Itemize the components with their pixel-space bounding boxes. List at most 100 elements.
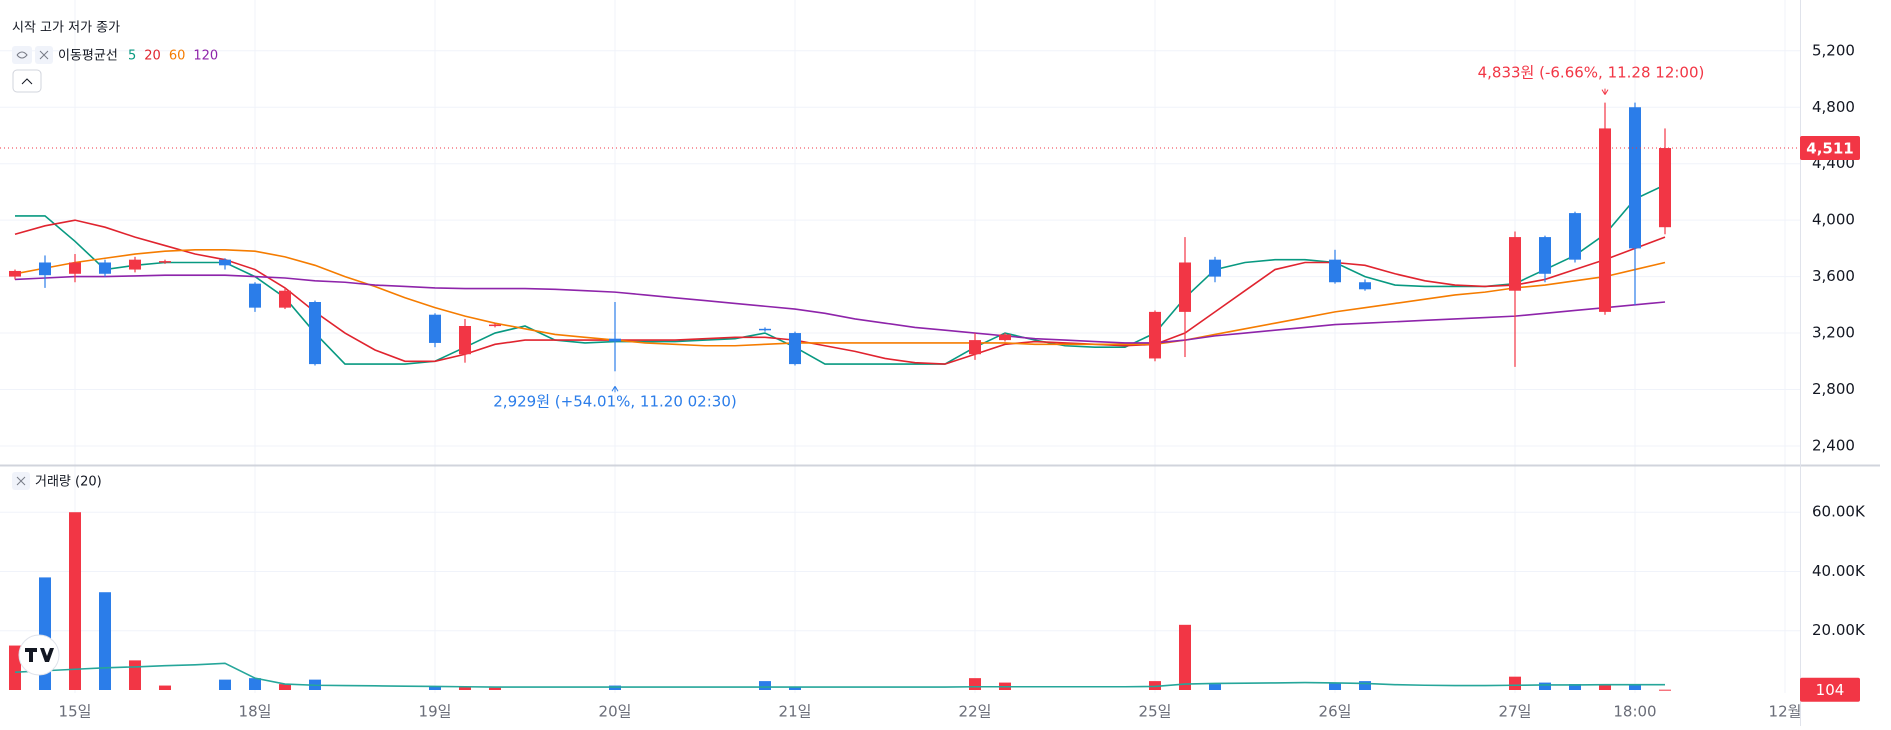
logo-mark — [25, 648, 54, 662]
eye-icon — [16, 51, 28, 59]
candle-body — [39, 262, 51, 276]
volume-bar — [279, 684, 291, 690]
volume-title: 거래량 (20) — [35, 475, 102, 490]
volume-bar — [759, 681, 771, 690]
volume-label: 104 — [1816, 681, 1845, 699]
ma-line — [14, 274, 1666, 344]
candle-body — [999, 334, 1011, 341]
y-tick-label: 4,000 — [1812, 211, 1855, 229]
volume-bar — [1629, 684, 1641, 690]
y-tick-label: 2,800 — [1812, 380, 1855, 398]
legend-entry: 20 — [144, 49, 161, 64]
x-tick-label: 26일 — [1319, 703, 1352, 721]
candle-body — [99, 262, 111, 274]
candle-body — [69, 262, 81, 274]
volume-bar — [1659, 689, 1671, 691]
volume-ma-line — [14, 662, 1665, 688]
collapse-button[interactable] — [12, 69, 42, 93]
candle-body — [219, 259, 231, 266]
candle-body — [1599, 128, 1611, 312]
candle-body — [759, 328, 771, 331]
x-tick-label: 15일 — [59, 703, 92, 721]
volume-bar — [789, 687, 801, 690]
volume-bar — [9, 645, 21, 690]
volume-bar — [1359, 681, 1371, 690]
legend-entry: 5 — [128, 49, 136, 64]
annotation-arrow — [1601, 88, 1609, 95]
candle-body — [1209, 259, 1221, 277]
volume-bar — [1149, 681, 1161, 690]
y-tick-label: 3,600 — [1812, 267, 1855, 285]
volume-bar — [129, 660, 141, 690]
collapse-icon — [21, 78, 33, 85]
candle-body — [459, 325, 471, 355]
candle-body — [1179, 262, 1191, 312]
volume-bar — [429, 686, 441, 690]
indicator-name: 이동평균선 — [58, 49, 118, 64]
legend-title: 시작 고가 저가 종가 — [12, 21, 120, 36]
x-tick-label: 25일 — [1139, 703, 1172, 721]
y-tick-label: 40.00K — [1812, 562, 1866, 580]
candle-body — [279, 290, 291, 308]
close-icon — [16, 476, 26, 486]
volume-bar — [1329, 682, 1341, 690]
y-tick-label: 2,400 — [1812, 436, 1855, 454]
candle-body — [309, 302, 321, 365]
volume-bar — [969, 678, 981, 690]
volume-bar — [219, 679, 231, 690]
candle-body — [609, 338, 621, 342]
volume-bar — [1599, 684, 1611, 690]
candle-body — [489, 324, 501, 327]
y-tick-label: 60.00K — [1812, 503, 1866, 521]
candle-body — [1509, 237, 1521, 291]
candle-body — [1539, 237, 1551, 274]
y-tick-label: 3,200 — [1812, 324, 1855, 342]
y-tick-label: 20.00K — [1812, 621, 1866, 639]
last-price-label: 4,511 — [1806, 140, 1853, 158]
candle-body — [969, 340, 981, 355]
candle-body — [9, 270, 21, 277]
x-tick-label: 18:00 — [1613, 703, 1656, 721]
y-tick-label: 5,200 — [1812, 41, 1855, 59]
x-tick-label: 12월 — [1769, 703, 1802, 721]
candle-body — [789, 333, 801, 365]
close-icon — [39, 50, 49, 60]
hide-button[interactable] — [12, 46, 32, 64]
y-tick-label: 4,800 — [1812, 98, 1855, 116]
volume-bar — [459, 687, 471, 690]
volume-bar — [1569, 684, 1581, 690]
x-tick-label: 21일 — [779, 703, 812, 721]
candle-body — [1569, 213, 1581, 260]
volume-bar — [159, 685, 171, 690]
x-tick-label: 19일 — [419, 703, 452, 721]
volume-bar — [99, 592, 111, 690]
candle-body — [1359, 282, 1371, 290]
candle-body — [159, 261, 171, 263]
volume-bar — [1539, 682, 1551, 690]
candle-body — [129, 259, 141, 270]
legend-entry: 120 — [193, 49, 218, 64]
x-tick-label: 22일 — [959, 703, 992, 721]
x-tick-label: 18일 — [239, 703, 272, 721]
candle-body — [1659, 148, 1671, 228]
annotation-arrow — [611, 386, 619, 393]
volume-bar — [1179, 624, 1191, 690]
legend-entry: 60 — [169, 49, 186, 64]
volume-badge — [1800, 677, 1860, 702]
last-price-badge — [1800, 136, 1860, 161]
candle-body — [249, 283, 261, 308]
candle-body — [1149, 311, 1161, 359]
volume-bar — [489, 687, 501, 690]
volume-bar — [1509, 676, 1521, 690]
candle-body — [1629, 107, 1641, 249]
x-tick-label: 20일 — [599, 703, 632, 721]
annotation: 4,833원 (-6.66%, 11.28 12:00) — [1478, 64, 1705, 82]
candle-body — [429, 314, 441, 343]
candle-body — [1329, 259, 1341, 283]
ma-line — [14, 248, 1666, 347]
x-tick-label: 27일 — [1499, 703, 1532, 721]
logo[interactable] — [18, 634, 60, 676]
volume-bar — [249, 678, 261, 690]
